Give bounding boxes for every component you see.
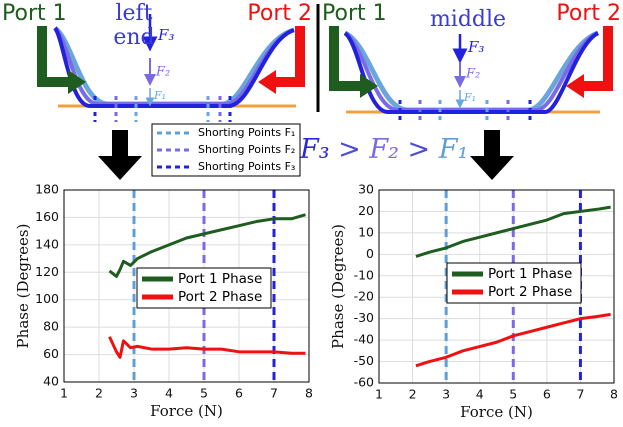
x-tick-label: 3	[442, 387, 450, 402]
x-tick-label: 8	[305, 386, 313, 401]
y-tick-label: -60	[354, 375, 374, 390]
port-label: Port 1	[322, 1, 387, 26]
y-tick-label: 10	[358, 224, 374, 239]
legend-label: Port 2 Phase	[488, 284, 572, 300]
legend-label: Shorting Points F₂	[198, 143, 295, 156]
inequality-part: F₂	[368, 134, 399, 165]
force-label: F₁	[463, 91, 476, 104]
x-axis-label: Force (N)	[460, 403, 533, 421]
y-tick-label: 40	[43, 374, 59, 389]
inequality-part: >	[330, 134, 370, 165]
x-tick-label: 2	[95, 386, 103, 401]
legend-label: Shorting Points F₃	[198, 160, 295, 173]
position-label: left	[115, 1, 152, 26]
right-diagram	[329, 26, 613, 122]
inequality: F₃ > F₂ > F₁	[299, 134, 468, 165]
x-tick-label: 2	[409, 387, 417, 402]
legend-label: Port 1 Phase	[488, 266, 572, 282]
y-tick-label: 80	[43, 319, 59, 334]
y-tick-label: 100	[35, 291, 59, 306]
legend-label: Port 1 Phase	[178, 271, 262, 287]
x-axis-label: Force (N)	[150, 402, 223, 420]
force-label: F₂	[155, 65, 170, 80]
y-tick-label: -20	[354, 289, 374, 304]
left-diagram	[37, 14, 305, 122]
force-label: F₃	[467, 38, 484, 56]
y-tick-label: 30	[358, 182, 374, 197]
position-label: end	[113, 25, 154, 50]
x-tick-label: 8	[610, 387, 618, 402]
y-tick-label: 60	[43, 346, 59, 361]
y-tick-label: 20	[358, 203, 374, 218]
force-label: F₃	[157, 26, 174, 44]
x-tick-label: 3	[130, 386, 138, 401]
y-tick-label: -50	[354, 353, 374, 368]
y-tick-label: -10	[354, 267, 374, 282]
x-tick-label: 5	[509, 387, 517, 402]
y-tick-label: 0	[366, 246, 374, 261]
inequality-part: F₁	[438, 134, 469, 165]
series-line	[415, 205, 611, 258]
legend-box	[446, 262, 582, 304]
x-tick-label: 5	[200, 386, 208, 401]
y-tick-label: 160	[35, 209, 59, 224]
legend-label: Shorting Points F₁	[198, 126, 295, 139]
y-tick-label: 180	[35, 182, 59, 197]
x-tick-label: 4	[165, 386, 173, 401]
legend-box	[136, 267, 272, 309]
series-line	[108, 213, 306, 278]
x-tick-label: 6	[543, 387, 551, 402]
plot-frame	[378, 189, 615, 384]
x-tick-label: 1	[60, 386, 68, 401]
y-tick-label: -40	[354, 332, 374, 347]
x-tick-label: 7	[576, 387, 584, 402]
force-label: F₂	[465, 67, 480, 82]
force-label: F₁	[153, 89, 166, 102]
y-tick-label: 120	[35, 264, 59, 279]
position-label: middle	[430, 7, 506, 32]
x-tick-label: 6	[235, 386, 243, 401]
port-label: Port 2	[247, 1, 312, 26]
y-axis-label: Phase (Degrees)	[14, 224, 32, 349]
inequality-part: F₃	[299, 134, 330, 165]
series-line	[415, 312, 611, 368]
inequality-part: >	[399, 134, 439, 165]
y-tick-label: 140	[35, 236, 59, 251]
x-tick-label: 1	[375, 387, 383, 402]
down-arrow	[98, 130, 142, 180]
plot-frame	[63, 189, 310, 383]
x-tick-label: 4	[476, 387, 484, 402]
legend-label: Port 2 Phase	[178, 289, 262, 305]
y-tick-label: -30	[354, 310, 374, 325]
series-line	[108, 336, 306, 359]
down-arrow	[470, 130, 514, 180]
x-tick-label: 7	[270, 386, 278, 401]
y-axis-label: Phase (Degrees)	[329, 224, 347, 349]
port-label: Port 2	[556, 1, 621, 26]
port-label: Port 1	[2, 1, 67, 26]
